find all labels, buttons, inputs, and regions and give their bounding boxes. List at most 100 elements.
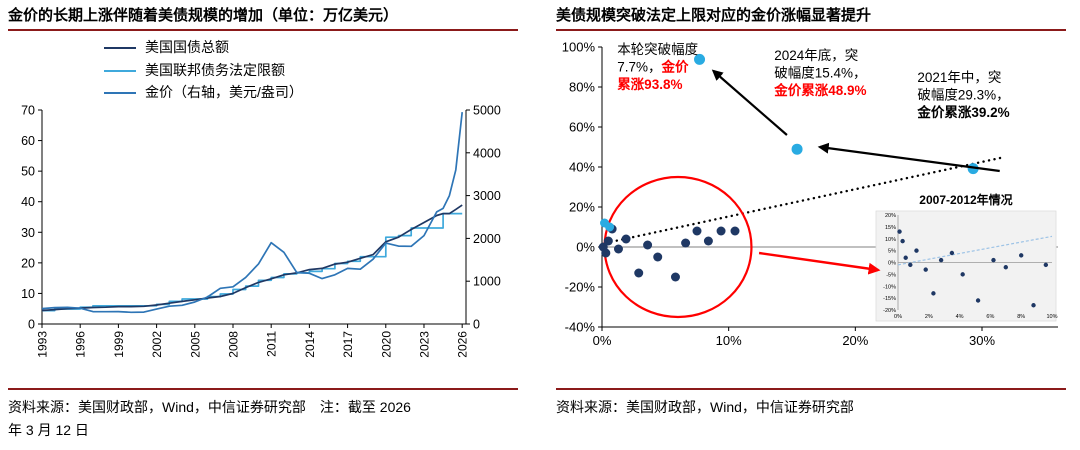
series-line-0 <box>41 204 463 312</box>
svg-text:1999: 1999 <box>112 330 126 357</box>
svg-text:3000: 3000 <box>473 189 501 203</box>
svg-text:5000: 5000 <box>473 104 501 118</box>
svg-text:2021年中，突: 2021年中，突 <box>917 70 1001 85</box>
svg-text:-20%: -20% <box>565 280 596 295</box>
svg-text:1993: 1993 <box>36 330 50 357</box>
right-source-note: 资料来源：美国财政部，Wind，中信证券研究部 <box>556 396 1066 418</box>
svg-text:4%: 4% <box>956 314 964 320</box>
scatter-series-1 <box>600 218 615 232</box>
svg-text:2020: 2020 <box>379 330 393 357</box>
debt-gold-line-chart: 0 10 20 30 40 50 60 70 0 1000 2000 3000 4000 5000 1993… <box>21 104 501 358</box>
svg-text:0%: 0% <box>576 240 595 255</box>
svg-text:40%: 40% <box>569 160 595 175</box>
svg-text:50: 50 <box>21 164 35 178</box>
scatter-series-2 <box>694 54 979 175</box>
svg-text:0%: 0% <box>593 333 612 348</box>
arrow-2024-to-current <box>711 69 788 137</box>
svg-text:-15%: -15% <box>883 296 896 302</box>
svg-text:2000: 2000 <box>473 232 501 246</box>
gold-price-line-swatch <box>104 92 136 94</box>
svg-text:0: 0 <box>28 317 35 331</box>
left-source-note: 资料来源：美国财政部，Wind，中信证券研究部 注：截至 2026 年 3 月 … <box>8 396 518 441</box>
svg-text:0%: 0% <box>888 261 896 267</box>
svg-text:2026: 2026 <box>456 330 470 357</box>
svg-text:2014: 2014 <box>303 330 317 357</box>
left-source-divider <box>8 388 518 391</box>
svg-text:20: 20 <box>21 256 35 270</box>
svg-text:1996: 1996 <box>74 330 88 357</box>
svg-text:20%: 20% <box>885 213 896 219</box>
left-title-underline <box>8 29 518 32</box>
left-chart-legend: 美国国债总额 美国联邦债务法定限额 金价（右轴，美元/盎司） <box>104 39 518 102</box>
right-chart-title: 美债规模突破法定上限对应的金价涨幅显著提升 <box>556 7 872 24</box>
svg-text:20%: 20% <box>842 333 868 348</box>
debt-total-line-swatch <box>104 47 136 49</box>
debt-limit-line-swatch <box>104 69 136 72</box>
svg-text:30: 30 <box>21 226 35 240</box>
svg-text:本轮突破幅度: 本轮突破幅度 <box>617 42 698 57</box>
svg-text:10%: 10% <box>1046 314 1057 320</box>
svg-text:2024年底，突: 2024年底，突 <box>774 48 858 63</box>
gold-price-legend-label: 金价（右轴，美元/盎司） <box>145 84 303 101</box>
svg-text:2%: 2% <box>925 314 933 320</box>
right-chart-area: 100% 80% 60% 40% 20% 0% -20% -40% 0% 10% 20% 30% 本轮突… <box>556 31 1066 385</box>
svg-text:10%: 10% <box>716 333 742 348</box>
right-source-line1: 资料来源：美国财政部，Wind，中信证券研究部 <box>556 399 854 416</box>
svg-text:6%: 6% <box>986 314 994 320</box>
right-figure-panel: 美债规模突破法定上限对应的金价涨幅显著提升 100% 80% 60% 40% 20% 0%… <box>556 6 1066 450</box>
arrow-circle-to-inset <box>758 252 881 275</box>
trend-dotted-line <box>604 156 1006 245</box>
debt-limit-legend-label: 美国联邦债务法定限额 <box>145 61 285 78</box>
svg-text:-20%: -20% <box>883 308 896 314</box>
breach-gold-scatter-chart: 100%80%60%40%20%0%-20%-40%0% 10% 20% 30%本轮突… <box>562 40 1058 348</box>
left-source-line2: 年 3 月 12 日 <box>8 421 89 438</box>
right-title-underline <box>556 29 1066 32</box>
debt-total-legend-label: 美国国债总额 <box>145 39 229 56</box>
left-chart-title: 金价的长期上涨伴随着美债规模的增加（单位：万亿美元） <box>8 7 399 24</box>
legend-item-debt-limit: 美国联邦债务法定限额 <box>104 62 518 80</box>
svg-text:70: 70 <box>21 104 35 118</box>
svg-text:0%: 0% <box>894 314 902 320</box>
svg-text:破幅度15.4%，: 破幅度15.4%， <box>774 66 866 81</box>
svg-text:破幅度29.3%，: 破幅度29.3%， <box>917 88 1009 103</box>
arrow-2021-to-2024 <box>817 142 1000 173</box>
series-line-2 <box>41 111 464 313</box>
svg-text:2017: 2017 <box>341 330 355 357</box>
svg-text:8%: 8% <box>1017 314 1025 320</box>
svg-text:金价累涨48.9%: 金价累涨48.9% <box>773 82 866 98</box>
svg-text:7.7%，金价: 7.7%，金价 <box>617 59 689 75</box>
svg-text:100%: 100% <box>562 40 596 55</box>
svg-text:80%: 80% <box>569 80 595 95</box>
svg-text:2008: 2008 <box>226 330 240 357</box>
svg-text:60%: 60% <box>569 120 595 135</box>
right-source-divider <box>556 388 1066 391</box>
svg-text:-5%: -5% <box>886 273 896 279</box>
svg-text:-40%: -40% <box>565 320 596 335</box>
left-source-line1: 资料来源：美国财政部，Wind，中信证券研究部 注：截至 2026 <box>8 399 411 416</box>
legend-item-debt-total: 美国国债总额 <box>104 39 518 57</box>
series-line-1 <box>42 212 463 312</box>
svg-text:2002: 2002 <box>150 330 164 357</box>
svg-text:2011: 2011 <box>265 330 279 356</box>
left-figure-panel: 金价的长期上涨伴随着美债规模的增加（单位：万亿美元） 美国国债总额 美国联邦债务… <box>8 6 518 450</box>
svg-text:金价累涨39.2%: 金价累涨39.2% <box>916 104 1009 120</box>
svg-text:-10%: -10% <box>883 285 896 291</box>
svg-text:30%: 30% <box>969 333 995 348</box>
svg-text:15%: 15% <box>885 225 896 231</box>
svg-text:40: 40 <box>21 195 35 209</box>
scatter-series-0 <box>598 224 740 282</box>
svg-text:10: 10 <box>21 287 35 301</box>
svg-text:1000: 1000 <box>473 274 501 288</box>
svg-text:累涨93.8%: 累涨93.8% <box>617 77 682 92</box>
left-chart-area: 美国国债总额 美国联邦债务法定限额 金价（右轴，美元/盎司） 0 10 20 30 40… <box>8 31 518 385</box>
svg-text:2023: 2023 <box>417 330 431 357</box>
svg-text:10%: 10% <box>885 237 896 243</box>
svg-text:4000: 4000 <box>473 146 501 160</box>
svg-text:0: 0 <box>473 317 480 331</box>
svg-text:20%: 20% <box>569 200 595 215</box>
inset-title: 2007-2012年情况 <box>919 192 1012 207</box>
